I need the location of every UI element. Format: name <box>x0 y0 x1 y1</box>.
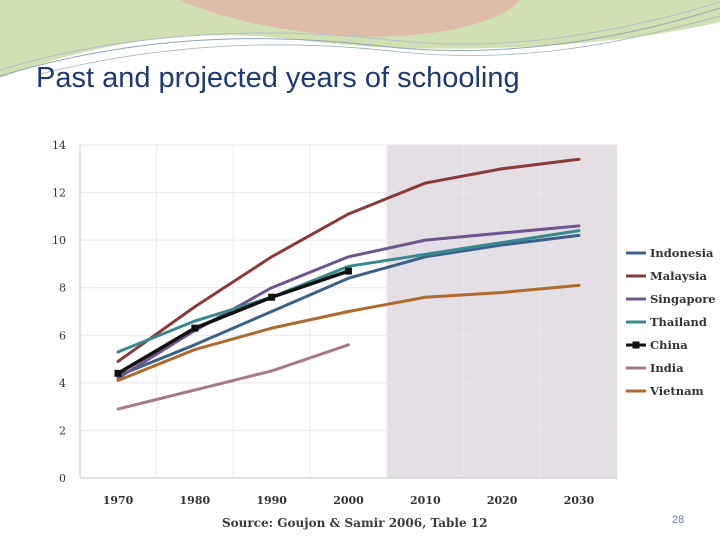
x-tick-label: 2030 <box>564 494 595 507</box>
slide-title: Past and projected years of schooling <box>36 62 520 94</box>
legend-label-vietnam: Vietnam <box>649 384 704 398</box>
y-tick-label: 14 <box>52 139 66 152</box>
y-tick-label: 12 <box>52 187 66 200</box>
legend-label-indonesia: Indonesia <box>650 246 714 260</box>
header-banner <box>0 0 720 78</box>
china-marker <box>114 369 122 377</box>
x-tick-label: 1980 <box>180 494 211 507</box>
legend-marker-china <box>632 341 640 349</box>
series-line-malaysia <box>116 157 581 363</box>
series-line-thailand <box>116 229 581 354</box>
source-caption: Source: Goujon & Samir 2006, Table 12 <box>222 516 488 530</box>
legend-label-thailand: Thailand <box>650 315 707 329</box>
series-line-vietnam <box>116 283 581 382</box>
x-tick-label: 2020 <box>487 494 518 507</box>
y-tick-label: 10 <box>52 234 66 247</box>
legend-label-singapore: Singapore <box>650 292 716 306</box>
x-tick-label: 1970 <box>103 494 134 507</box>
y-tick-label: 0 <box>59 472 66 485</box>
projection-shading <box>387 145 617 478</box>
y-tick-label: 4 <box>59 377 66 390</box>
series-line-india <box>116 343 350 411</box>
y-tick-label: 2 <box>59 424 66 437</box>
china-marker <box>268 293 276 301</box>
x-tick-label: 1990 <box>256 494 287 507</box>
y-tick-label: 8 <box>59 282 66 295</box>
series-line-china <box>116 269 351 376</box>
legend-label-china: China <box>650 338 688 352</box>
china-marker <box>191 324 199 332</box>
page-number: 28 <box>672 514 685 526</box>
x-tick-label: 2010 <box>410 494 441 507</box>
legend-label-malaysia: Malaysia <box>650 269 708 283</box>
x-tick-label: 2000 <box>333 494 364 507</box>
y-tick-label: 6 <box>59 329 66 342</box>
legend-label-india: India <box>650 361 684 375</box>
china-marker <box>345 267 352 275</box>
series-line-indonesia <box>116 233 581 378</box>
